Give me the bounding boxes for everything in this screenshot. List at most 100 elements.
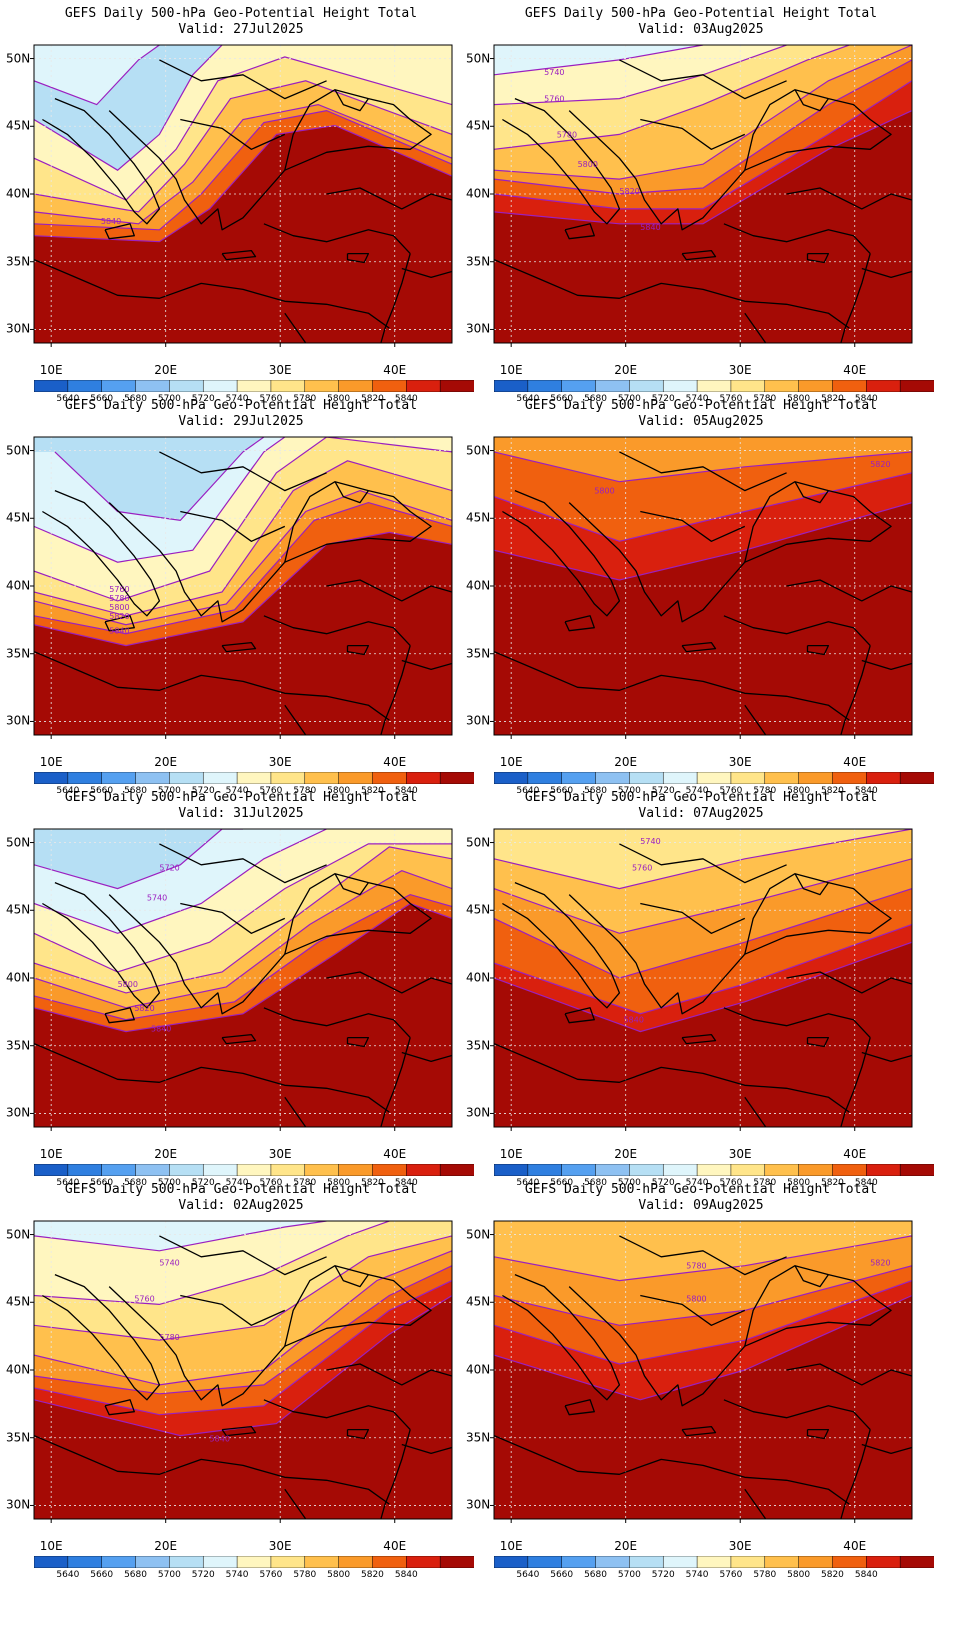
coastline — [284, 1265, 432, 1347]
coastline — [840, 253, 871, 343]
coastline — [861, 659, 912, 671]
colorbar-swatch — [899, 380, 934, 392]
height-field-map: 5740 5760 5780 5840 — [30, 1220, 453, 1523]
colorbar-label: 5680 — [584, 394, 607, 404]
coastline — [494, 651, 850, 721]
colorbar-label: 5840 — [854, 394, 878, 404]
coastline — [840, 1037, 871, 1127]
contour-line — [494, 45, 912, 180]
coastline — [326, 1363, 452, 1386]
map-panel-p2: GEFS Daily 500-hPa Geo-Potential Height … — [0, 392, 482, 802]
colorbar-swatch — [561, 772, 597, 784]
lon-label: 20E — [154, 363, 178, 377]
contour-line — [34, 1221, 327, 1252]
coastline — [334, 89, 369, 112]
contour-line — [494, 80, 912, 210]
coastline — [619, 451, 787, 492]
coastline — [568, 1286, 746, 1407]
colorbar-swatch — [629, 1164, 664, 1176]
colorbar-swatch — [34, 1556, 69, 1568]
contour-line — [494, 888, 912, 979]
colorbar-label: 5680 — [124, 1570, 147, 1580]
coastline — [861, 1443, 912, 1455]
colorbar-swatch — [798, 380, 834, 392]
colorbar-label: 5720 — [651, 1570, 675, 1580]
height-field-map: 5720 5740 5800 5820 5840 — [30, 828, 453, 1131]
coastline — [619, 59, 787, 100]
coastline — [723, 223, 871, 255]
colorbar-swatch — [595, 380, 631, 392]
coastline — [346, 1036, 370, 1048]
coastline — [34, 651, 390, 721]
panel-valid-date: Valid: 27Jul2025 — [178, 22, 304, 37]
colorbar-label: 5740 — [225, 1178, 249, 1188]
contour-line — [494, 1294, 912, 1401]
panel-title: GEFS Daily 500-hPa Geo-Potential Height … — [524, 1182, 878, 1197]
colorbar-swatch — [67, 1556, 103, 1568]
coastline — [861, 267, 912, 279]
colorbar-label: 5660 — [90, 786, 114, 796]
coastline — [284, 704, 307, 735]
contour-label: 5820 — [134, 1004, 154, 1013]
colorbar-label: 5760 — [719, 394, 743, 404]
colorbar-label: 5720 — [651, 394, 675, 404]
coastline — [806, 1036, 830, 1048]
contour-label: 5820 — [109, 612, 129, 621]
panel-valid-date: Valid: 09Aug2025 — [638, 1198, 764, 1213]
coastline — [568, 110, 746, 231]
colorbar-swatch — [236, 380, 272, 392]
colorbar-swatch — [406, 772, 441, 784]
coastline — [568, 502, 746, 623]
colorbar-swatch — [764, 772, 800, 784]
colorbar — [494, 1556, 934, 1568]
colorbar-label: 5680 — [124, 394, 147, 404]
lon-label: 20E — [614, 363, 638, 377]
colorbar — [494, 772, 934, 784]
contour-label: 5800 — [594, 487, 614, 496]
coastline — [744, 704, 767, 735]
colorbar-swatch — [899, 772, 934, 784]
colorbar-label: 5640 — [516, 1570, 540, 1580]
lat-label: 30N — [466, 713, 491, 728]
contour-label: 5760 — [109, 585, 129, 594]
lat-label: 50N — [6, 51, 31, 66]
coastline — [221, 1425, 257, 1437]
colorbar-label: 5840 — [394, 394, 418, 404]
height-band — [34, 1295, 452, 1519]
colorbar-label: 5700 — [617, 1178, 641, 1188]
lat-label: 30N — [6, 713, 31, 728]
colorbar-swatch — [236, 1164, 272, 1176]
lat-label: 50N — [466, 1227, 491, 1242]
colorbar-swatch — [696, 380, 732, 392]
colorbar-swatch — [34, 1164, 69, 1176]
colorbar-label: 5820 — [361, 1570, 384, 1580]
map-panel-p1: GEFS Daily 500-hPa Geo-Potential Height … — [0, 0, 482, 410]
colorbar-label: 5720 — [191, 1178, 215, 1188]
lon-label: 40E — [383, 1147, 407, 1161]
colorbar-swatch — [662, 1164, 698, 1176]
coastline — [42, 97, 161, 225]
contour-label: 5840 — [101, 217, 121, 226]
contour-label: 5800 — [686, 1294, 706, 1303]
coastline — [263, 1399, 411, 1431]
colorbar-swatch — [662, 1556, 698, 1568]
coastline — [806, 644, 830, 656]
contour-label: 5740 — [544, 68, 564, 77]
contour-line — [494, 451, 912, 483]
lat-label: 45N — [466, 902, 491, 917]
coastline — [284, 1096, 307, 1127]
coastline — [108, 894, 286, 1015]
coastline — [640, 1294, 746, 1326]
coastline — [794, 873, 829, 896]
contour-line — [34, 103, 452, 225]
map-panel-p6: GEFS Daily 500-hPa Geo-Potential Height … — [460, 392, 942, 802]
coastline — [159, 1235, 327, 1276]
contour-label: 5820 — [619, 187, 639, 196]
contour-line — [494, 110, 912, 225]
colorbar-label: 5640 — [516, 786, 540, 796]
colorbar-swatch — [135, 1556, 171, 1568]
lat-label: 35N — [466, 254, 491, 269]
colorbar-label: 5640 — [56, 394, 80, 404]
colorbar-swatch — [561, 380, 597, 392]
colorbar-swatch — [270, 1164, 306, 1176]
